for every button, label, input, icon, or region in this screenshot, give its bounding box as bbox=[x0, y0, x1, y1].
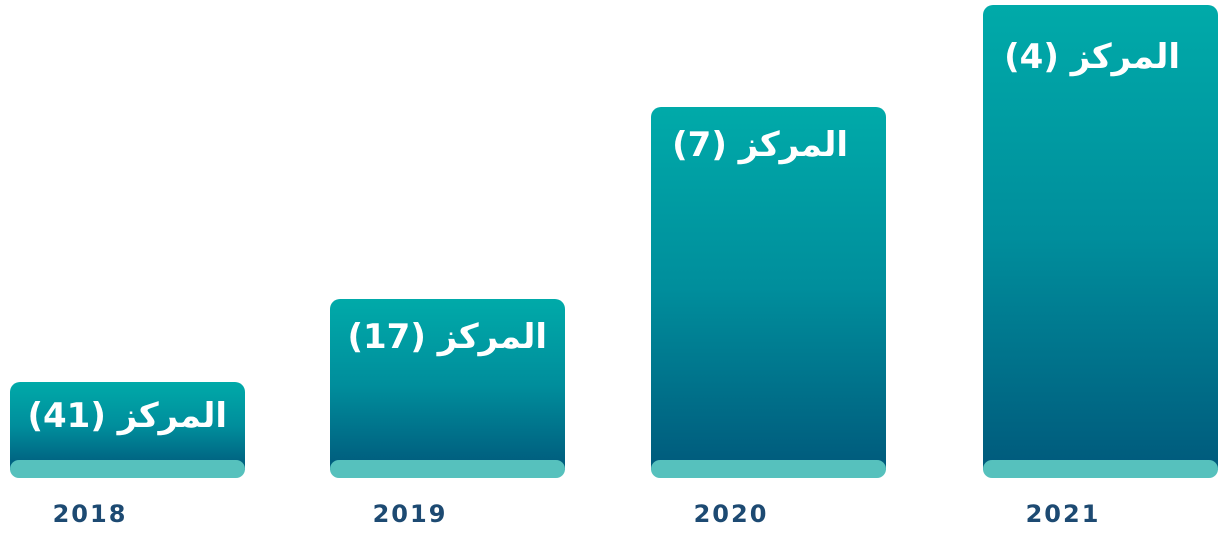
bar: المركز (17) bbox=[330, 299, 565, 470]
rank-label: المركز (17) bbox=[347, 317, 547, 357]
rank-label: المركز (7) bbox=[672, 125, 848, 165]
rank-label: المركز (4) bbox=[1004, 37, 1180, 77]
year: 2021 bbox=[1025, 500, 1101, 528]
bar: المركز (4) bbox=[983, 5, 1218, 470]
column: المركز (41) 2018 bbox=[10, 0, 245, 534]
rank-label: المركز (41) bbox=[27, 396, 227, 436]
year: 2020 bbox=[693, 500, 769, 528]
bar: المركز (41) bbox=[10, 382, 245, 470]
year: 2018 bbox=[52, 500, 128, 528]
bar-base bbox=[651, 460, 886, 478]
bar: المركز (7) bbox=[651, 107, 886, 470]
year: 2019 bbox=[372, 500, 448, 528]
bar-base bbox=[983, 460, 1218, 478]
bar-base bbox=[10, 460, 245, 478]
bar-base bbox=[330, 460, 565, 478]
column: المركز (4) 2021 bbox=[983, 0, 1218, 534]
column: المركز (7) 2020 bbox=[651, 0, 886, 534]
column: المركز (17) 2019 bbox=[330, 0, 565, 534]
